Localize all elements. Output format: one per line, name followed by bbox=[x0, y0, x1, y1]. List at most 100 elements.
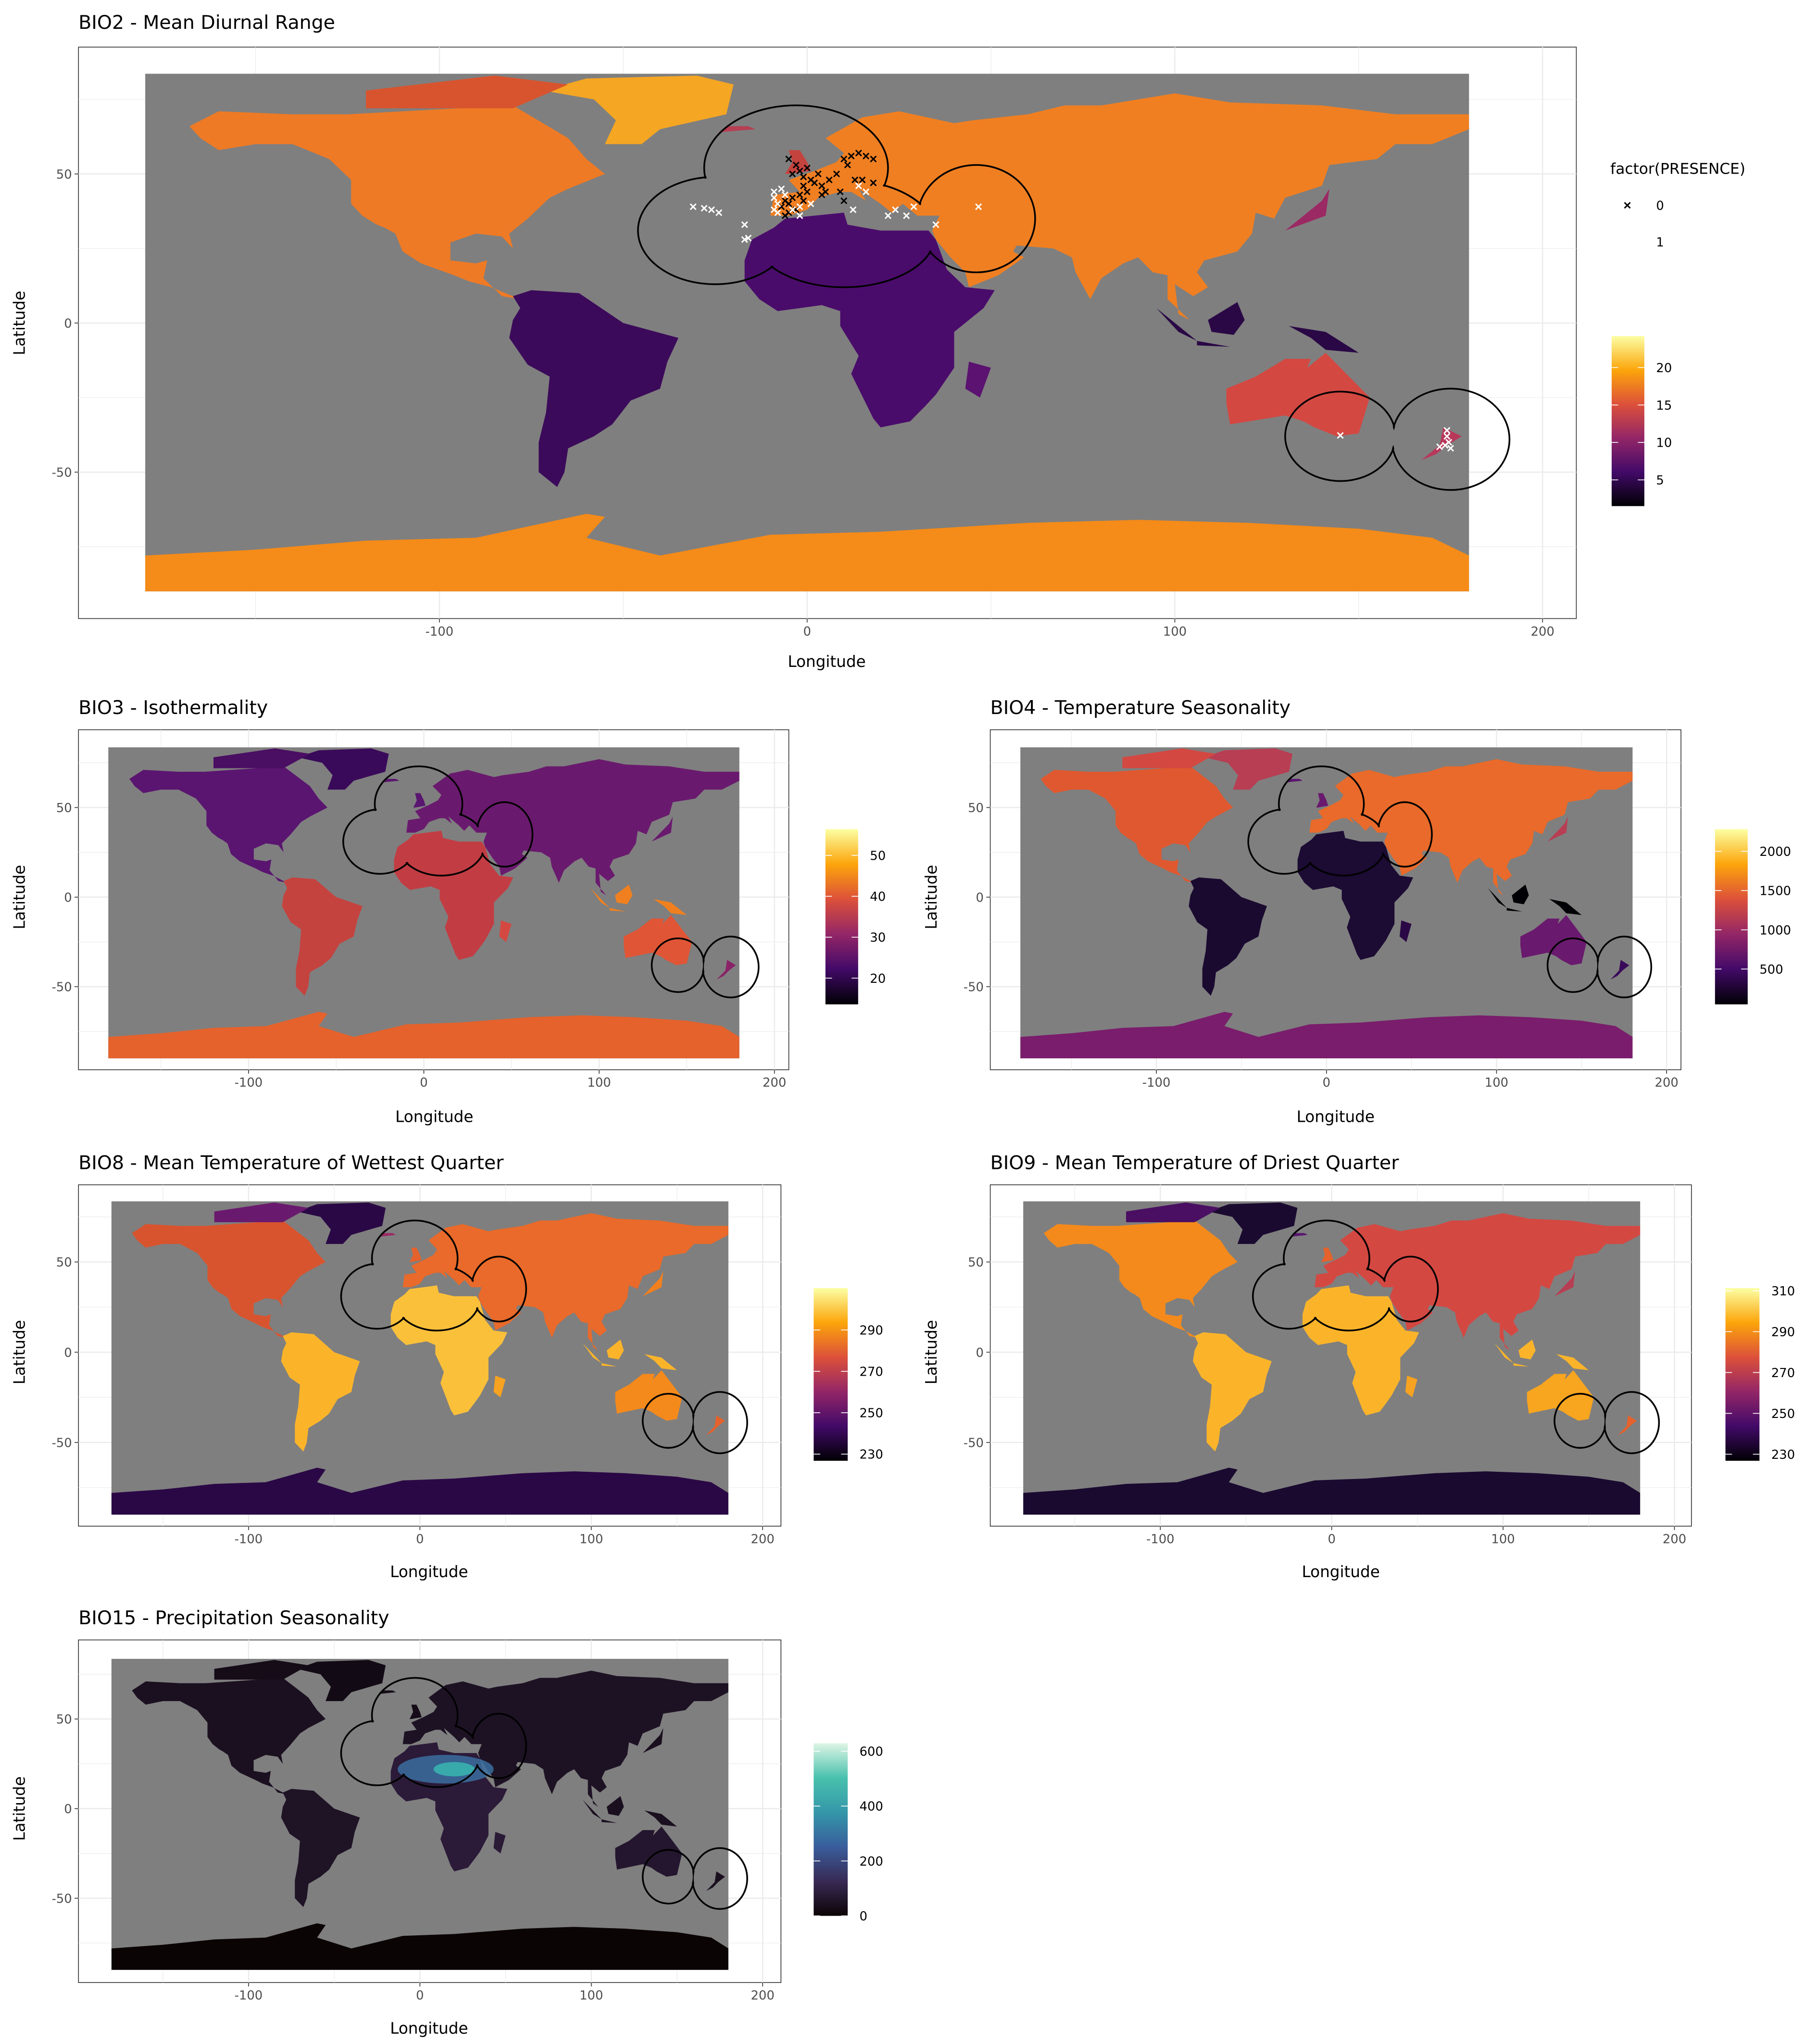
raster-region-newguinea bbox=[644, 1810, 677, 1827]
raster-region-sumatra bbox=[1156, 308, 1197, 341]
colorbar bbox=[825, 829, 858, 1004]
x-axis-title: Longitude bbox=[390, 2019, 468, 2037]
presence-point-1 bbox=[689, 203, 697, 210]
buffer-circle bbox=[1382, 1255, 1439, 1323]
study-area-outline bbox=[637, 104, 1511, 491]
colorbar-legend: 500 1000 1500 2000 bbox=[1715, 829, 1791, 1004]
raster-region-uk bbox=[413, 793, 426, 808]
x-tick-label: 100 bbox=[1491, 1532, 1515, 1546]
x-tick-label: 0 bbox=[416, 1989, 424, 2003]
raster-region-greenland bbox=[296, 1660, 386, 1701]
presence-point-1 bbox=[807, 200, 815, 207]
buffer-circle bbox=[393, 1265, 481, 1332]
x-tick-label: 100 bbox=[1485, 1076, 1508, 1090]
raster-region-nz bbox=[1617, 1415, 1637, 1435]
buffer-circle bbox=[397, 810, 486, 877]
presence-point-1 bbox=[850, 206, 857, 213]
x-axis-title: Longitude bbox=[1302, 1563, 1380, 1581]
raster-region-newguinea bbox=[1549, 899, 1582, 915]
raster-region-samerica bbox=[281, 1332, 360, 1452]
raster-region-borneo bbox=[615, 884, 633, 904]
raster-region-australia bbox=[615, 1826, 682, 1877]
colorbar-label: 310 bbox=[1771, 1284, 1795, 1299]
raster-region-borneo bbox=[606, 1339, 624, 1360]
y-tick-label: 0 bbox=[976, 1346, 984, 1360]
buffer-circle bbox=[1377, 801, 1433, 868]
study-area-outline bbox=[1247, 765, 1653, 999]
presence-point-1 bbox=[1443, 426, 1451, 434]
presence-point-1 bbox=[778, 185, 785, 192]
presence-point-0 bbox=[855, 150, 862, 157]
raster-region-sahara-core bbox=[433, 1762, 475, 1777]
presence-point-0 bbox=[781, 212, 789, 219]
study-area-outline bbox=[340, 1677, 748, 1910]
presence-point-1 bbox=[862, 188, 870, 195]
colorbar-label: 40 bbox=[870, 890, 886, 904]
raster-region-arctic bbox=[213, 748, 310, 768]
raster-region-antarctica bbox=[145, 514, 1469, 591]
x-tick-label: 0 bbox=[803, 625, 811, 639]
raster-region-uk bbox=[409, 1705, 422, 1719]
presence-point-1 bbox=[796, 212, 803, 219]
buffer-circle bbox=[476, 801, 534, 868]
colorbar-label: 0 bbox=[859, 1909, 867, 1924]
x-tick-label: 0 bbox=[420, 1076, 427, 1090]
presence-point-1 bbox=[1443, 433, 1451, 440]
buffer-circle bbox=[374, 765, 464, 843]
raster-region-namerica bbox=[132, 1220, 326, 1338]
presence-point-1 bbox=[1447, 445, 1454, 452]
presence-point-0 bbox=[870, 179, 877, 187]
panel-title: BIO3 - Isothermality bbox=[78, 697, 268, 719]
y-tick-label: 0 bbox=[64, 890, 72, 905]
x-tick-label: 100 bbox=[1163, 625, 1187, 639]
presence-legend-title: factor(PRESENCE) bbox=[1610, 161, 1745, 178]
buffer-circle bbox=[641, 1392, 695, 1449]
colorbar-label: 20 bbox=[870, 972, 886, 986]
presence-point-1 bbox=[715, 209, 723, 216]
y-tick-label: 0 bbox=[976, 890, 984, 905]
raster-region-africa bbox=[390, 1285, 508, 1416]
y-tick-label: -50 bbox=[51, 1436, 72, 1450]
presence-point-0 bbox=[862, 152, 870, 160]
colorbar-label: 500 bbox=[1759, 963, 1783, 977]
raster-region-africa bbox=[744, 213, 995, 427]
x-tick-label: -100 bbox=[1142, 1076, 1171, 1090]
raster-region-eurasia bbox=[406, 759, 739, 895]
colorbar bbox=[814, 1743, 848, 1916]
raster-region-greenland bbox=[297, 748, 389, 790]
raster-region-nz bbox=[706, 1415, 725, 1435]
presence-point-1 bbox=[770, 188, 777, 195]
presence-point-1 bbox=[884, 212, 891, 219]
presence-legend-key-0 bbox=[1624, 201, 1631, 209]
raster-region-java bbox=[601, 1363, 617, 1367]
y-axis-title: Latitude bbox=[11, 865, 29, 929]
buffer-circle bbox=[1284, 390, 1397, 482]
presence-point-0 bbox=[785, 200, 792, 207]
buffer-circle bbox=[371, 1677, 459, 1754]
colorbar-label: 30 bbox=[870, 931, 886, 945]
presence-point-0 bbox=[852, 176, 859, 184]
x-tick-label: 0 bbox=[1328, 1532, 1335, 1546]
presence-legend-label: 0 bbox=[1656, 199, 1664, 213]
x-tick-label: 200 bbox=[1663, 1532, 1686, 1546]
x-tick-label: 100 bbox=[587, 1076, 611, 1090]
raster-region-arctic bbox=[1122, 748, 1216, 768]
presence-point-0 bbox=[811, 179, 818, 187]
raster-region-australia bbox=[1520, 915, 1587, 966]
buffer-circle bbox=[651, 937, 705, 993]
presence-point-1 bbox=[701, 205, 708, 212]
y-tick-label: -50 bbox=[51, 980, 72, 995]
map-panel: -100 0 100 200 -50 0 50 BIO9 - Mean Temperature… bbox=[922, 1152, 1795, 1581]
map-panel: -100 0 100 200 -50 0 50 BIO15 - Precipitation S… bbox=[11, 1607, 883, 2037]
presence-point-1 bbox=[774, 209, 781, 216]
y-axis-title: Latitude bbox=[922, 865, 940, 929]
presence-point-1 bbox=[903, 212, 910, 219]
panel-title: BIO8 - Mean Temperature of Wettest Quart… bbox=[78, 1152, 504, 1174]
presence-point-1 bbox=[910, 203, 917, 210]
raster-region-nz bbox=[1421, 427, 1462, 461]
y-tick-label: -50 bbox=[51, 1892, 72, 1906]
raster-region-nz bbox=[706, 1871, 725, 1891]
raster-region-namerica bbox=[1040, 766, 1233, 883]
raster-land bbox=[108, 748, 739, 1059]
